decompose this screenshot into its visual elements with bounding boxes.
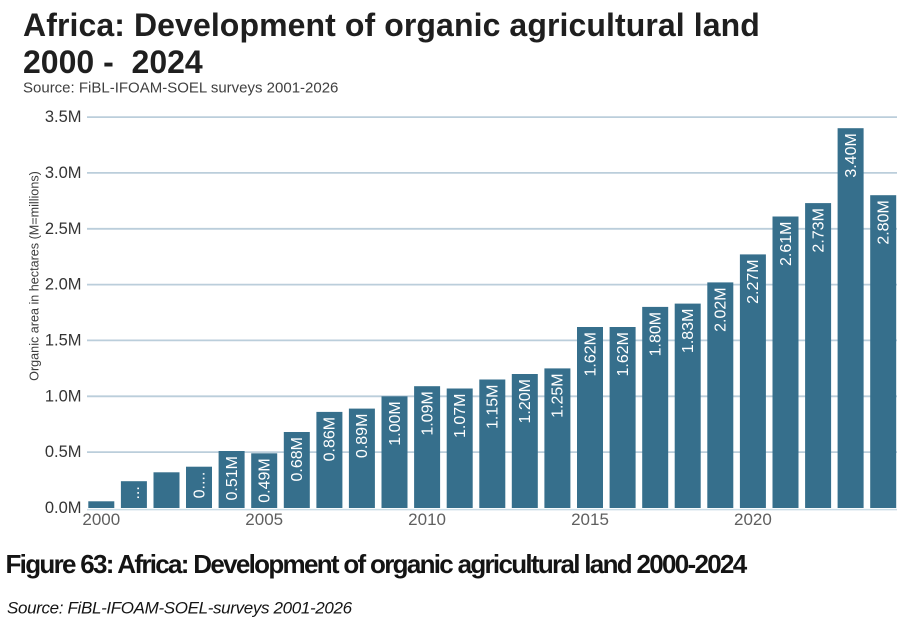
svg-text:2.02M: 2.02M (713, 287, 730, 331)
svg-text:2.27M: 2.27M (745, 259, 762, 303)
svg-text:0.89M: 0.89M (354, 414, 371, 458)
svg-text:0.86M: 0.86M (322, 417, 339, 461)
svg-text:2015: 2015 (571, 510, 609, 529)
svg-text:1.09M: 1.09M (419, 391, 436, 435)
svg-text:3.40M: 3.40M (843, 133, 860, 177)
svg-text:2020: 2020 (734, 510, 772, 529)
svg-text:1.5M: 1.5M (45, 332, 82, 350)
svg-text:Africa: Development of organic: Africa: Development of organic agricultu… (23, 7, 760, 43)
svg-text:2.61M: 2.61M (778, 222, 795, 266)
svg-text:0.68M: 0.68M (289, 437, 306, 481)
svg-text:0.0M: 0.0M (45, 499, 82, 517)
svg-text:0....: 0.... (191, 472, 208, 499)
svg-text:2.0M: 2.0M (45, 276, 82, 294)
svg-text:2000: 2000 (82, 510, 120, 529)
svg-text:0.5M: 0.5M (45, 443, 82, 461)
svg-text:...: ... (126, 486, 143, 499)
svg-text:1.15M: 1.15M (485, 385, 502, 429)
svg-text:2000 - 2024: 2000 - 2024 (23, 44, 203, 80)
svg-text:Source: FiBL-IFOAM-SOEL survey: Source: FiBL-IFOAM-SOEL surveys 2001-202… (23, 80, 338, 97)
svg-text:1.20M: 1.20M (517, 379, 534, 423)
svg-text:1.62M: 1.62M (615, 332, 632, 376)
svg-text:2005: 2005 (245, 510, 283, 529)
svg-text:Organic area in hectares (M=mi: Organic area in hectares (M=millions) (28, 171, 42, 381)
svg-text:1.07M: 1.07M (452, 394, 469, 438)
svg-text:1.0M: 1.0M (45, 387, 82, 405)
svg-text:2010: 2010 (408, 510, 446, 529)
svg-text:0.49M: 0.49M (257, 458, 274, 502)
svg-text:2.5M: 2.5M (45, 220, 82, 238)
svg-text:3.0M: 3.0M (45, 164, 82, 182)
svg-text:Figure 63: Africa: Development: Figure 63: Africa: Development of organi… (6, 549, 748, 579)
svg-text:2.80M: 2.80M (876, 200, 893, 244)
svg-text:1.25M: 1.25M (550, 373, 567, 417)
svg-text:Source: FiBL-IFOAM-SOEL-survey: Source: FiBL-IFOAM-SOEL-surveys 2001-202… (7, 599, 353, 618)
svg-text:1.83M: 1.83M (680, 309, 697, 353)
svg-text:1.80M: 1.80M (648, 312, 665, 356)
svg-text:1.62M: 1.62M (582, 332, 599, 376)
svg-text:3.5M: 3.5M (45, 108, 82, 126)
svg-text:1.00M: 1.00M (387, 401, 404, 445)
svg-text:2.73M: 2.73M (810, 208, 827, 252)
svg-text:0.51M: 0.51M (224, 456, 241, 500)
